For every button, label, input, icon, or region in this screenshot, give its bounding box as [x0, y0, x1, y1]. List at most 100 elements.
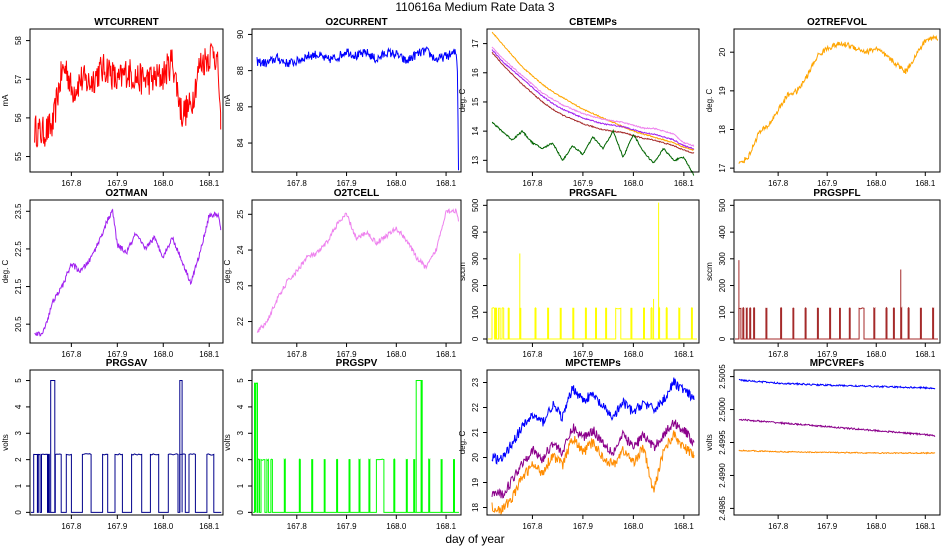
y-axis-label: deg. C — [1, 259, 10, 283]
y-tick-label: 88 — [236, 66, 245, 75]
x-tick-label: 168.1 — [436, 179, 457, 188]
x-tick-label: 168.0 — [623, 522, 644, 531]
x-tick-label: 167.8 — [61, 179, 82, 188]
x-tick-label: 167.9 — [817, 179, 838, 188]
x-tick-label: 167.9 — [107, 522, 128, 531]
series-high-block — [179, 380, 183, 513]
x-tick-label: 167.8 — [768, 522, 789, 531]
y-tick-label: 19 — [471, 478, 480, 487]
y-tick-label: 200 — [471, 278, 480, 292]
x-tick-label: 167.8 — [61, 522, 82, 531]
x-tick-label: 167.9 — [573, 179, 594, 188]
chart-panel: MPCTEMPs deg. C 167.8 167.9 168.0 168.1 18 19 20… — [458, 358, 700, 531]
y-tick-label: 100 — [718, 305, 727, 319]
series-line — [34, 42, 222, 148]
y-tick-label: 21 — [471, 428, 480, 437]
y-tick-label: 25 — [236, 209, 245, 218]
x-tick-label: 167.8 — [287, 522, 308, 531]
chart-panel: CBTEMPs deg. C 167.8 167.9 168.0 168.1 13 14 15 1… — [458, 17, 700, 188]
series-line — [34, 208, 222, 337]
y-tick-label: 22 — [236, 317, 245, 326]
y-tick-label: 17 — [718, 163, 727, 172]
series-line — [491, 121, 695, 176]
x-tick-label: 168.0 — [153, 350, 174, 359]
y-tick-label: 90 — [236, 29, 245, 38]
y-tick-label: 23 — [471, 378, 480, 387]
x-tick-label: 167.9 — [337, 522, 358, 531]
chart-panel: WTCURRENT mA 167.8 167.9 168.0 168.1 55 56 57 58 — [1, 17, 224, 188]
chart-panel: O2CURRENT mA 167.8 167.9 168.0 168.1 84 86 88 90 — [223, 17, 462, 188]
y-axis-label: volts — [1, 434, 10, 450]
series-line — [738, 449, 936, 455]
y-tick-label: 13 — [471, 155, 480, 164]
chart-title: O2TREFVOL — [807, 17, 867, 28]
chart-title: O2TMAN — [105, 188, 147, 199]
chart-title: CBTEMPs — [569, 17, 617, 28]
series-high-block — [50, 380, 56, 513]
plot-frame — [29, 28, 224, 173]
x-tick-label: 167.8 — [522, 522, 543, 531]
x-tick-label: 168.0 — [153, 179, 174, 188]
chart-title: PRGSAV — [106, 358, 148, 369]
chart-panel: O2TCELL deg. C 167.8 167.9 168.0 168.1 22 23 24 2… — [223, 188, 462, 359]
y-tick-label: 1 — [236, 483, 245, 488]
x-tick-label: 167.8 — [522, 179, 543, 188]
chart-title: WTCURRENT — [94, 17, 158, 28]
x-tick-label: 168.0 — [386, 179, 407, 188]
y-tick-label: 4 — [236, 404, 245, 409]
y-tick-label: 2.5000 — [718, 397, 727, 422]
y-tick-label: 23.5 — [14, 203, 23, 219]
x-tick-label: 168.0 — [866, 522, 887, 531]
y-tick-label: 23 — [236, 281, 245, 290]
y-tick-label: 15 — [471, 97, 480, 106]
plot-frame — [251, 199, 462, 344]
series-line — [491, 430, 695, 516]
x-tick-label: 167.9 — [817, 350, 838, 359]
y-axis-label: deg. C — [223, 259, 232, 283]
y-tick-label: 500 — [471, 198, 480, 212]
x-tick-label: 168.1 — [199, 350, 220, 359]
y-tick-label: 500 — [718, 198, 727, 212]
y-axis-label: mA — [223, 94, 232, 107]
y-tick-label: 300 — [718, 252, 727, 266]
x-tick-label: 167.9 — [107, 179, 128, 188]
chart-panel: PRGSAFL sccm 167.8 167.9 168.0 168.1 0 100 200 30… — [458, 188, 700, 359]
x-tick-label: 168.1 — [674, 522, 695, 531]
y-tick-label: 16 — [471, 68, 480, 77]
plot-frame — [29, 199, 224, 344]
series-line — [738, 418, 936, 437]
x-tick-label: 167.8 — [522, 350, 543, 359]
x-tick-label: 167.9 — [817, 522, 838, 531]
y-tick-label: 0 — [718, 336, 727, 341]
y-tick-label: 400 — [718, 225, 727, 239]
series-line — [738, 378, 936, 390]
series-line — [256, 46, 459, 171]
y-tick-label: 20 — [471, 453, 480, 462]
chart-title: PRGSAFL — [569, 188, 617, 199]
x-tick-label: 168.1 — [436, 522, 457, 531]
chart-title: PRGSPV — [336, 358, 378, 369]
chart-panel: PRGSAV volts 167.8 167.9 168.0 168.1 0 1 2 3 4 5 — [1, 358, 224, 531]
chart-panel: O2TMAN deg. C 167.8 167.9 168.0 168.1 20.5 21.5… — [1, 188, 224, 359]
chart-panel: O2TREFVOL deg. C 167.8 167.9 168.0 168.1 17 18 1… — [705, 17, 941, 188]
y-tick-label: 1 — [14, 483, 23, 488]
plot-frame — [733, 28, 941, 173]
series-line — [253, 380, 459, 513]
series-high-block — [255, 382, 258, 513]
y-tick-label: 86 — [236, 102, 245, 111]
x-tick-label: 167.9 — [337, 179, 358, 188]
y-axis-label: volts — [223, 434, 232, 450]
y-tick-label: 2 — [236, 457, 245, 462]
x-tick-label: 168.0 — [866, 350, 887, 359]
figure-title: 110616a Medium Rate Data 3 — [395, 0, 555, 14]
x-tick-label: 167.8 — [768, 179, 789, 188]
y-tick-label: 400 — [471, 225, 480, 239]
series-line — [491, 46, 695, 147]
y-axis-label: volts — [705, 434, 714, 450]
y-tick-label: 19 — [718, 86, 727, 95]
y-tick-label: 55 — [14, 152, 23, 161]
y-tick-label: 3 — [236, 430, 245, 435]
y-tick-label: 17 — [471, 39, 480, 48]
